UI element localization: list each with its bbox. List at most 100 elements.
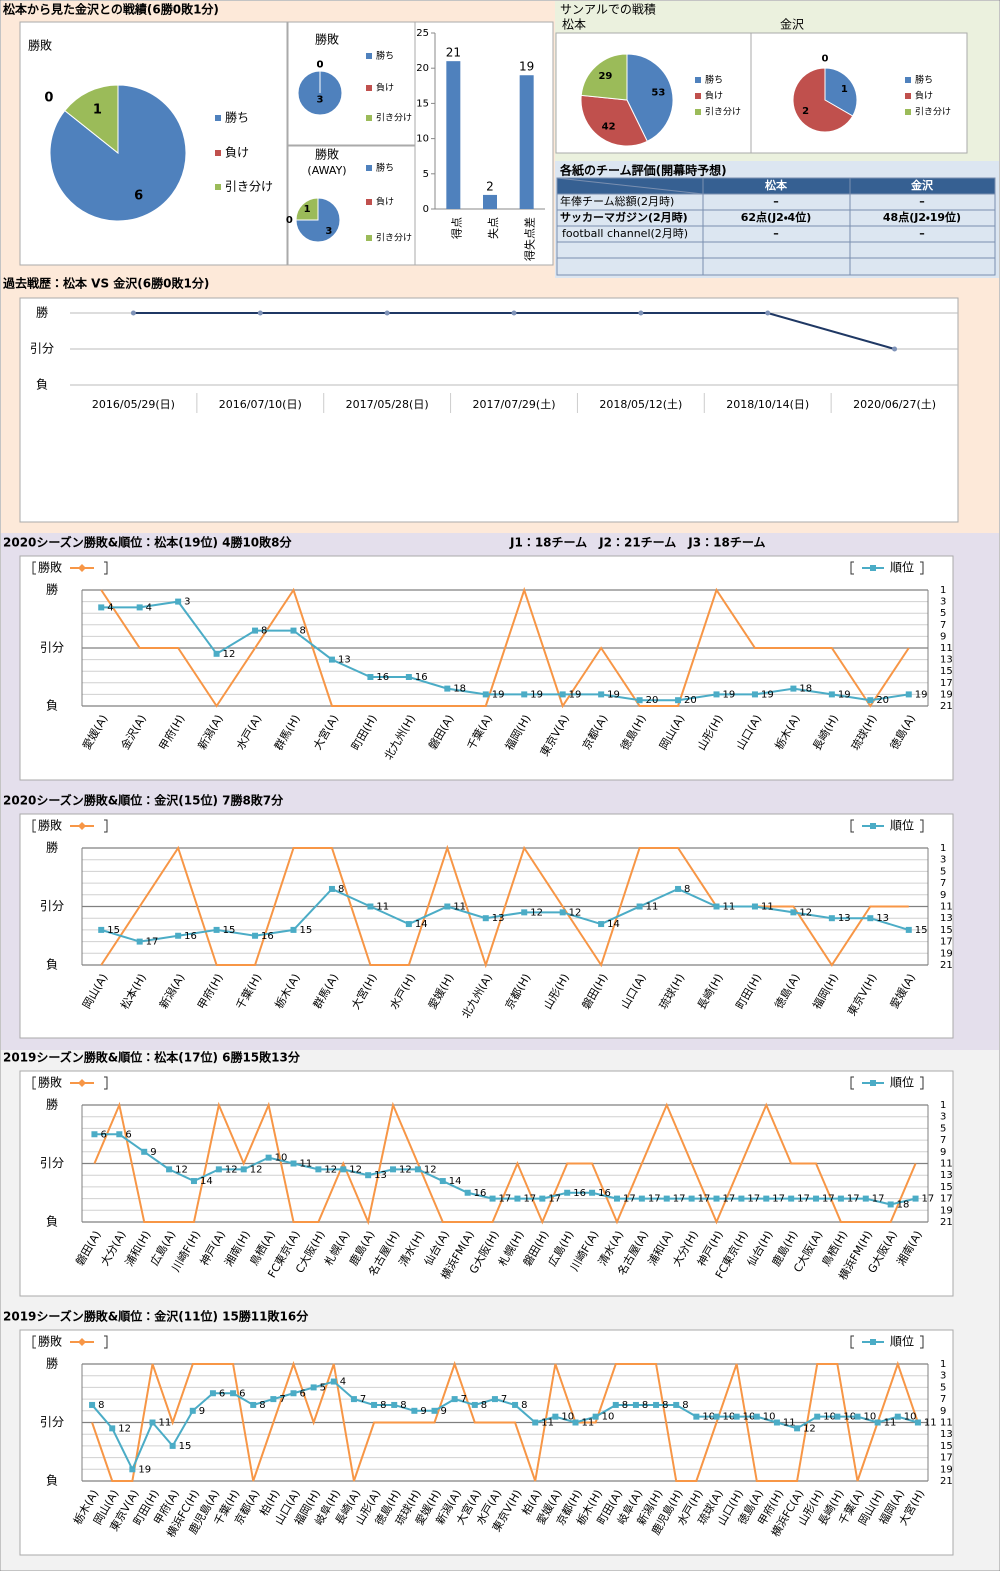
- table-cell: –: [773, 195, 779, 208]
- series-line: [93, 1101, 917, 1226]
- legend-bracket: [920, 1335, 924, 1349]
- legend-swatch: [215, 184, 221, 190]
- y2-tick-label: 15: [940, 1441, 953, 1452]
- rank-marker: [270, 1396, 277, 1403]
- table-cell: –: [919, 195, 925, 208]
- rank-marker: [482, 915, 489, 922]
- rank-marker: [788, 1195, 795, 1202]
- data-label: 16: [573, 1188, 586, 1199]
- point: [257, 310, 263, 316]
- legend-swatch: [366, 235, 372, 241]
- rank-marker: [813, 1195, 820, 1202]
- y2-tick-label: 3: [940, 855, 946, 866]
- data-label: 12: [530, 907, 543, 918]
- data-label: 16: [376, 672, 389, 683]
- y-tick-label: 負: [36, 378, 48, 392]
- rank-marker: [290, 926, 297, 933]
- data-label: 10: [602, 1412, 615, 1423]
- rank-marker: [572, 1419, 579, 1426]
- rank-marker: [713, 1413, 720, 1420]
- data-label: 17: [673, 1194, 686, 1205]
- data-label: 2: [802, 106, 809, 117]
- rank-marker: [252, 627, 259, 634]
- data-label: 17: [548, 1194, 561, 1205]
- data-label: 12: [349, 1164, 362, 1175]
- legend-bracket: [920, 1076, 924, 1090]
- point: [130, 310, 136, 316]
- y-tick-label: 勝: [46, 1356, 58, 1371]
- rank-marker: [564, 1189, 571, 1196]
- data-label: 11: [582, 1418, 595, 1429]
- data-label: 12: [175, 1164, 188, 1175]
- rank-marker: [136, 938, 143, 945]
- rank-marker: [828, 915, 835, 922]
- rank-marker: [431, 1407, 438, 1414]
- data-label: 3: [317, 95, 324, 106]
- data-label: 11: [761, 902, 774, 913]
- data-label: 12: [118, 1423, 131, 1434]
- rank-marker: [166, 1166, 173, 1173]
- rank-marker: [612, 1401, 619, 1408]
- rank-marker: [521, 909, 528, 916]
- series-line: [91, 1360, 919, 1482]
- data-label: 7: [360, 1394, 366, 1405]
- data-label: 17: [872, 1194, 885, 1205]
- data-label: 2: [486, 179, 494, 193]
- data-label: 17: [772, 1194, 785, 1205]
- rank-marker: [638, 1195, 645, 1202]
- x-tick-label: 2017/05/28(日): [346, 398, 429, 411]
- rank-marker: [215, 1166, 222, 1173]
- legend-label: 負け: [376, 196, 394, 208]
- series-line: [100, 887, 910, 943]
- data-label: 17: [648, 1194, 661, 1205]
- data-label: 0: [317, 59, 324, 70]
- series-line: [91, 1380, 919, 1472]
- data-label: 12: [250, 1164, 263, 1175]
- section-title: 2019シーズン勝敗&順位：松本(17位) 6勝15敗13分: [3, 1050, 301, 1065]
- rank-marker: [209, 1390, 216, 1397]
- rank-marker: [854, 1413, 861, 1420]
- rank-marker: [149, 1419, 156, 1426]
- legend-label: 勝敗: [38, 818, 62, 833]
- data-label: 13: [492, 913, 505, 924]
- y-tick-label: 勝: [36, 305, 48, 320]
- panel: [19, 1070, 954, 1297]
- rank-marker: [713, 691, 720, 698]
- data-label: 19: [607, 689, 620, 700]
- rank-marker: [391, 1401, 398, 1408]
- legend-label: 順位: [890, 819, 914, 833]
- x-tick-label: 2016/07/10(日): [219, 398, 302, 411]
- rank-marker: [444, 903, 451, 910]
- rank-marker: [751, 903, 758, 910]
- rank-marker: [532, 1419, 539, 1426]
- rank-marker: [675, 885, 682, 892]
- y2-tick-label: 13: [940, 913, 953, 924]
- data-label: 14: [449, 1176, 462, 1187]
- series-line: [101, 600, 909, 702]
- y-tick-label: 0: [423, 204, 429, 215]
- legend-swatch: [366, 53, 372, 59]
- legend-marker: [78, 822, 86, 830]
- pie-slice: [626, 53, 674, 142]
- data-label: 12: [225, 1164, 238, 1175]
- legend-marker: [870, 1339, 876, 1345]
- rank-marker: [598, 691, 605, 698]
- pie-title: 松本: [562, 18, 586, 32]
- y2-tick-label: 11: [940, 643, 953, 654]
- data-label: 8: [642, 1400, 648, 1411]
- table-cell: 48点(J2・19位): [883, 210, 961, 224]
- legend-swatch: [905, 77, 911, 83]
- data-label: 18: [453, 684, 466, 695]
- data-label: 10: [823, 1412, 836, 1423]
- legend-marker: [870, 565, 876, 571]
- rank-marker: [521, 691, 528, 698]
- data-label: 10: [904, 1412, 917, 1423]
- rank-marker: [653, 1401, 660, 1408]
- data-label: 1: [841, 84, 848, 95]
- legend-swatch: [366, 165, 372, 171]
- rank-marker: [367, 674, 374, 680]
- legend-swatch: [366, 199, 372, 205]
- point: [765, 310, 771, 316]
- rank-marker: [371, 1401, 378, 1408]
- rank-marker: [116, 1131, 123, 1138]
